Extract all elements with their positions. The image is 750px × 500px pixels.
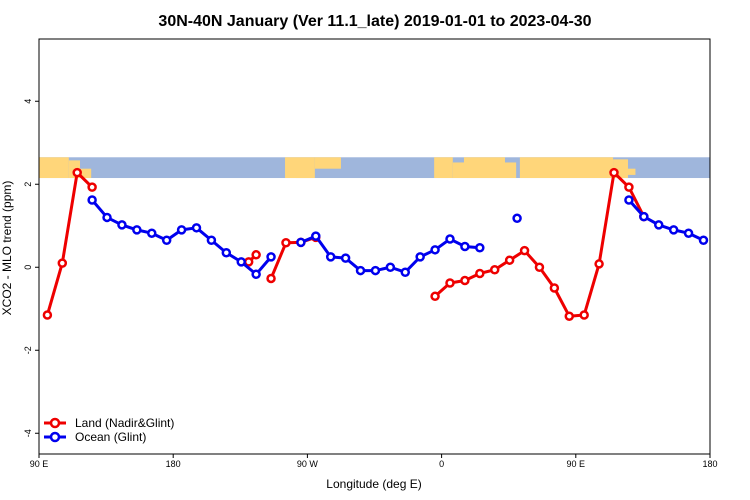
series-1-point-0-12 <box>266 252 276 262</box>
series-0-point-0-2 <box>72 167 82 178</box>
series-0-point-0-3 <box>87 182 97 192</box>
series-0-line-0 <box>45 171 94 316</box>
series-1-point-0-0 <box>87 195 97 205</box>
series-1-point-3-0 <box>624 195 634 205</box>
series-1-point-1-8 <box>415 252 425 262</box>
x-tick-label-5: 180 <box>702 459 717 469</box>
series-0-point-3-8 <box>549 283 560 293</box>
map-land-0 <box>39 157 69 179</box>
legend-land-label: Land (Nadir&Glint) <box>75 416 174 430</box>
chart-title: 30N-40N January (Ver 11.1_late) 2019-01-… <box>158 13 591 30</box>
series-1-point-0-1 <box>102 212 112 223</box>
plot-frame <box>38 38 711 455</box>
map-land-9 <box>519 157 614 179</box>
series-0-point-3-7 <box>534 262 545 272</box>
legend-ocean-label: Ocean (Glint) <box>75 430 146 444</box>
series-0-point-3-1 <box>445 278 455 288</box>
series-1-point-2-0 <box>512 213 522 224</box>
series-0-point-3-11 <box>594 259 604 269</box>
series-0-point-0-1 <box>57 258 68 268</box>
x-tick-label-0: 90 E <box>30 459 49 469</box>
series-1-point-3-5 <box>698 235 709 246</box>
series-0 <box>42 167 649 321</box>
map-land-6 <box>434 157 453 179</box>
series-1-point-1-5 <box>370 265 381 276</box>
map-land-2 <box>76 168 92 179</box>
y-axis-label: XCO2 - MLO trend (ppm) <box>0 181 14 316</box>
map-land-8 <box>463 157 505 165</box>
series-0-point-3-5 <box>504 255 515 265</box>
series-1-point-0-11 <box>251 269 261 280</box>
y-tick-label-1: -2 <box>23 346 33 354</box>
series-0-point-3-2 <box>460 275 470 286</box>
axes: 90 E 180 90 W 0 90 E 180 -4 -2 0 2 4 <box>23 99 718 469</box>
series-1-point-1-9 <box>430 245 440 255</box>
map-land-4 <box>314 157 341 169</box>
series-1-point-0-5 <box>161 235 172 246</box>
series-0-point-0-0 <box>42 310 53 320</box>
series-1-point-1-3 <box>340 253 351 263</box>
y-tick-label-3: 2 <box>23 182 33 187</box>
series-1-point-3-1 <box>639 211 649 222</box>
series-0-point-3-6 <box>519 245 530 256</box>
series-0-point-3-10 <box>579 310 589 320</box>
series-0-point-3-0 <box>430 291 440 302</box>
series-0-point-2-1 <box>281 238 291 248</box>
map-land-11 <box>624 168 636 175</box>
legend-land-marker <box>49 417 61 429</box>
y-tick-label-0: -4 <box>23 429 33 437</box>
legend: Land (Nadir&Glint) Ocean (Glint) <box>44 416 174 444</box>
y-tick-label-4: 4 <box>23 99 33 104</box>
legend-ocean-marker <box>49 431 61 443</box>
map-land-7 <box>452 162 517 179</box>
series-1-point-1-12 <box>475 242 485 253</box>
x-tick-label-2: 90 W <box>297 459 319 469</box>
series-1-point-1-1 <box>311 231 321 241</box>
y-tick-label-2: 0 <box>23 265 33 270</box>
series-1-point-0-4 <box>147 228 157 238</box>
series-1-point-1-6 <box>385 262 396 272</box>
series-1-point-3-3 <box>668 225 679 235</box>
series-1-point-0-8 <box>206 235 217 246</box>
series-1-point-0-9 <box>221 247 232 258</box>
series-layer <box>42 167 709 321</box>
series-1-point-0-7 <box>191 223 202 233</box>
series-1-point-3-2 <box>653 220 664 230</box>
series-1-point-0-3 <box>132 225 142 235</box>
x-axis-label: Longitude (deg E) <box>326 477 421 491</box>
series-0-point-3-9 <box>564 311 575 321</box>
series-1-point-1-7 <box>400 267 411 277</box>
x-tick-label-3: 0 <box>439 459 444 469</box>
world-map-strip <box>39 157 710 179</box>
series-0-point-2-0 <box>266 273 276 284</box>
x-tick-label-1: 180 <box>166 459 181 469</box>
series-1-point-1-0 <box>296 237 306 248</box>
series-1-point-0-2 <box>117 220 127 230</box>
series-1 <box>87 195 709 280</box>
series-1-point-3-4 <box>683 228 694 238</box>
series-0-line-2 <box>269 235 317 280</box>
series-0-point-3-4 <box>489 264 500 275</box>
series-1-point-0-10 <box>236 257 246 267</box>
series-0-point-1-1 <box>251 250 261 260</box>
series-1-point-1-4 <box>355 265 366 276</box>
series-0-point-3-3 <box>475 268 485 279</box>
series-0-point-3-13 <box>624 182 634 192</box>
series-0-point-3-12 <box>609 167 619 178</box>
series-1-point-1-2 <box>325 252 336 262</box>
series-1-point-1-10 <box>445 234 455 244</box>
x-tick-label-4: 90 E <box>567 459 586 469</box>
series-1-point-1-11 <box>460 241 470 252</box>
series-1-point-0-6 <box>176 225 187 235</box>
map-land-5 <box>296 167 312 179</box>
